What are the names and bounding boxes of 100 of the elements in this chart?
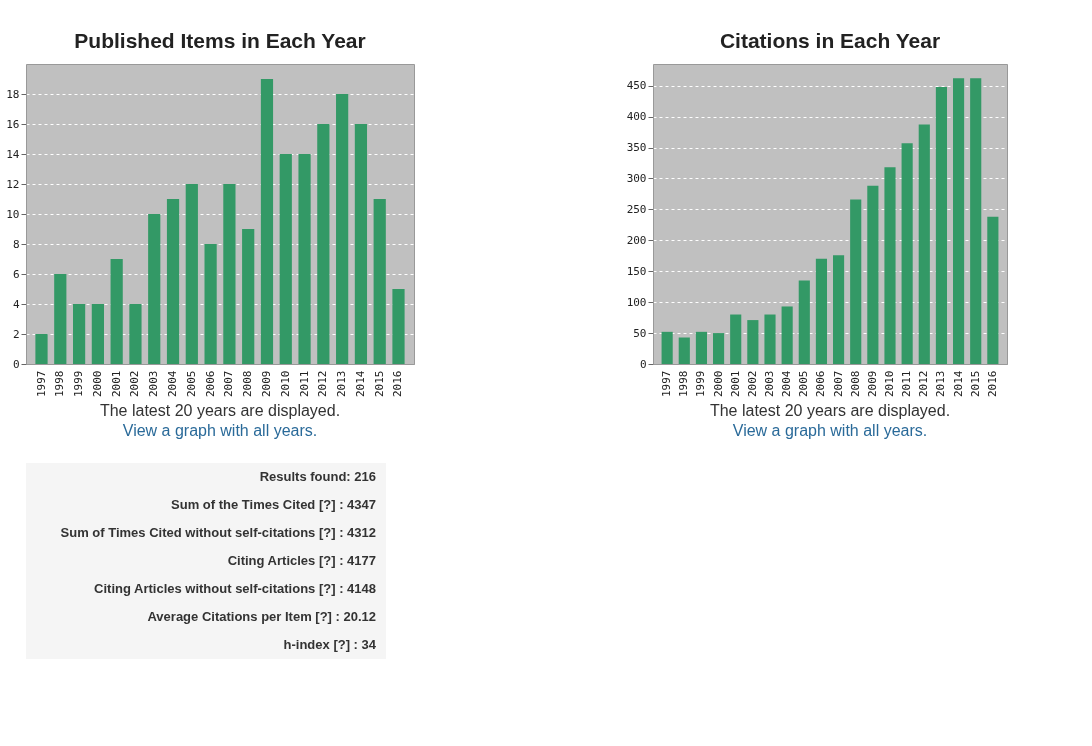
y-tick-label: 16 <box>6 117 20 131</box>
bar <box>204 244 217 364</box>
bar <box>35 334 48 364</box>
x-tick-label: 2014 <box>353 370 367 397</box>
y-tick-label: 8 <box>12 237 20 251</box>
bar <box>764 314 776 364</box>
bar <box>953 78 965 364</box>
bar <box>661 331 673 364</box>
bar <box>129 304 142 364</box>
bar <box>317 124 330 364</box>
y-tick-label: 4 <box>12 297 20 311</box>
x-tick-label: 2014 <box>951 370 965 397</box>
y-tick-label: 2 <box>12 327 20 341</box>
x-tick-label: 2004 <box>166 370 180 397</box>
bar <box>730 314 742 364</box>
bar <box>298 154 311 364</box>
bar <box>279 154 292 364</box>
chart-title: Citations in Each Year <box>719 29 941 52</box>
x-tick-label: 2001 <box>109 370 123 397</box>
bar <box>833 255 845 364</box>
x-tick-label: 2013 <box>335 370 349 397</box>
text: Citing Articles [?] : 4177 <box>227 553 376 568</box>
text: The latest 20 years are displayed. <box>709 402 951 419</box>
x-tick-label: 2004 <box>780 370 794 397</box>
bar <box>242 229 255 364</box>
text: Results found: 216 <box>259 469 376 484</box>
y-tick-label: 450 <box>626 79 647 93</box>
y-tick-label: 50 <box>633 326 647 340</box>
bar <box>970 78 982 364</box>
y-tick-label: 10 <box>6 207 20 221</box>
bar <box>678 337 690 364</box>
x-tick-label: 2016 <box>985 370 999 397</box>
x-tick-label: 2000 <box>711 370 725 397</box>
x-tick-label: 2011 <box>297 370 311 397</box>
bar <box>867 185 879 364</box>
x-tick-label: 2006 <box>203 370 217 397</box>
x-tick-label: 2015 <box>372 370 386 397</box>
x-tick-label: 2007 <box>831 370 845 397</box>
x-tick-label: 1998 <box>53 370 67 397</box>
bar <box>781 306 793 364</box>
x-tick-label: 2003 <box>763 370 776 397</box>
x-tick-label: 2000 <box>90 370 104 397</box>
y-tick-label: 250 <box>626 202 647 216</box>
x-tick-label: 2002 <box>745 370 759 397</box>
bar <box>987 216 999 364</box>
bar <box>713 333 725 364</box>
bar <box>336 94 349 364</box>
text: View a graph with all years. <box>732 422 928 439</box>
y-tick-label: 200 <box>626 233 647 247</box>
y-tick-label: 300 <box>626 171 647 185</box>
y-tick-label: 6 <box>12 267 20 281</box>
bar <box>72 304 86 364</box>
bar <box>148 214 161 364</box>
x-tick-label: 2009 <box>865 370 879 397</box>
x-tick-label: 2006 <box>814 370 828 397</box>
bar <box>110 259 123 364</box>
text: h-index [?] : 34 <box>283 637 377 652</box>
y-tick-label: 12 <box>6 177 20 191</box>
x-tick-label: 1999 <box>72 370 86 397</box>
x-tick-label: 2007 <box>222 370 236 397</box>
bar <box>798 280 810 364</box>
chart-title: Published Items in Each Year <box>74 29 366 52</box>
x-tick-label: 1999 <box>694 370 708 397</box>
x-tick-label: 2015 <box>968 370 982 397</box>
bar <box>166 199 180 364</box>
y-tick-label: 14 <box>6 147 20 161</box>
bar <box>392 289 405 364</box>
x-tick-label: 2010 <box>278 370 292 397</box>
x-tick-label: 2013 <box>934 370 948 397</box>
x-tick-label: 2001 <box>728 370 742 397</box>
text: The latest 20 years are displayed. <box>99 402 341 419</box>
bar <box>815 258 827 364</box>
x-tick-label: 2012 <box>917 370 931 397</box>
y-tick-label: 150 <box>626 264 647 278</box>
x-tick-label: 2005 <box>797 370 811 397</box>
bar <box>260 79 274 364</box>
x-tick-label: 2008 <box>241 370 255 397</box>
y-tick-label: 0 <box>639 357 647 371</box>
bar <box>54 274 67 364</box>
bar <box>918 124 930 364</box>
x-tick-label: 2009 <box>259 370 273 397</box>
x-tick-label: 1997 <box>34 370 48 397</box>
bar <box>354 124 368 364</box>
x-tick-label: 1997 <box>660 370 674 397</box>
y-tick-label: 0 <box>12 357 20 371</box>
x-tick-label: 2003 <box>147 370 161 397</box>
bar <box>850 199 862 364</box>
y-tick-label: 350 <box>626 141 647 155</box>
y-tick-label: 400 <box>626 110 647 124</box>
x-tick-label: 2012 <box>316 370 330 397</box>
text: Sum of the Times Cited [?] : 4347 <box>171 497 376 512</box>
bar <box>223 184 236 364</box>
bar <box>935 86 947 364</box>
x-tick-label: 2010 <box>883 370 896 397</box>
x-tick-label: 2005 <box>184 370 198 397</box>
x-tick-label: 2002 <box>128 370 142 397</box>
bar <box>91 304 104 364</box>
x-tick-label: 1998 <box>677 370 691 397</box>
x-tick-label: 2011 <box>900 370 914 397</box>
x-tick-label: 2016 <box>391 370 405 397</box>
